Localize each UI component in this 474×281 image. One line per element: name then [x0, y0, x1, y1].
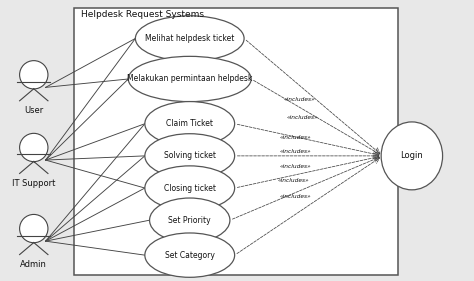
Ellipse shape: [19, 133, 48, 162]
Text: «includes»: «includes»: [284, 97, 316, 102]
Ellipse shape: [136, 16, 244, 61]
Ellipse shape: [145, 166, 235, 210]
Ellipse shape: [381, 122, 443, 190]
Ellipse shape: [145, 101, 235, 146]
Ellipse shape: [145, 233, 235, 277]
Ellipse shape: [145, 134, 235, 178]
Text: User: User: [24, 106, 44, 115]
Text: Set Priority: Set Priority: [168, 216, 211, 225]
Text: Melihat helpdesk ticket: Melihat helpdesk ticket: [145, 34, 235, 43]
Text: «includes»: «includes»: [280, 164, 311, 169]
Text: «includes»: «includes»: [277, 178, 309, 183]
Text: Claim Ticket: Claim Ticket: [166, 119, 213, 128]
Text: Helpdesk Request Systems: Helpdesk Request Systems: [81, 10, 204, 19]
Ellipse shape: [19, 214, 48, 243]
Bar: [74, 8, 398, 275]
Text: Closing ticket: Closing ticket: [164, 183, 216, 192]
Text: «includes»: «includes»: [280, 149, 311, 155]
Text: IT Support: IT Support: [12, 179, 55, 188]
Ellipse shape: [19, 61, 48, 89]
Ellipse shape: [150, 198, 230, 242]
Text: «includes»: «includes»: [287, 115, 319, 120]
Text: «includes»: «includes»: [280, 135, 311, 140]
Text: Solving ticket: Solving ticket: [164, 151, 216, 160]
Text: Melakukan permintaan helpdesk: Melakukan permintaan helpdesk: [127, 74, 253, 83]
Ellipse shape: [128, 56, 251, 102]
Text: «includes»: «includes»: [280, 194, 311, 199]
Text: Admin: Admin: [20, 260, 47, 269]
Text: Login: Login: [401, 151, 423, 160]
Text: Set Category: Set Category: [165, 251, 215, 260]
